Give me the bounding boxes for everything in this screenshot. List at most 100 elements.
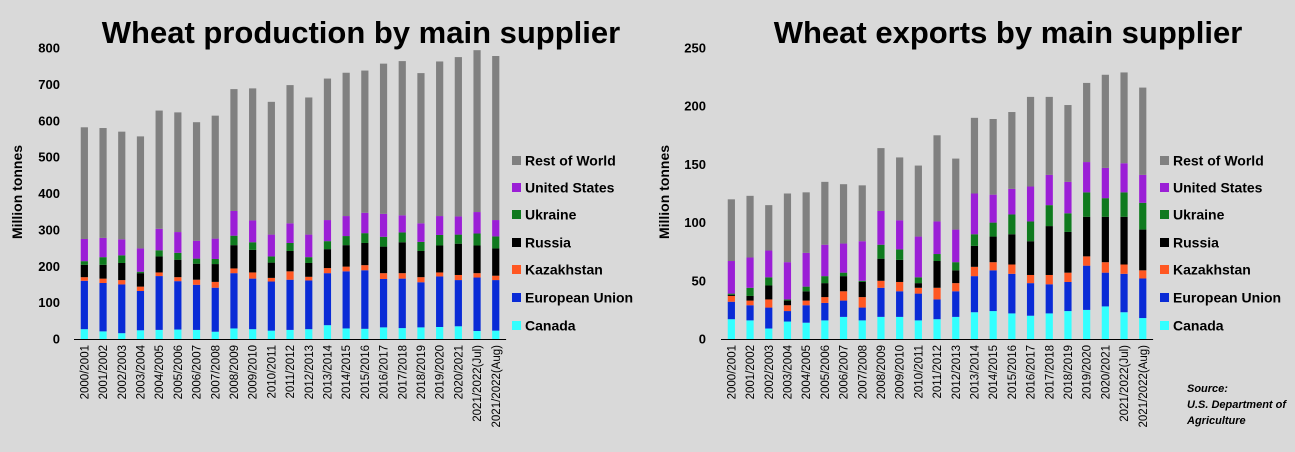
exports-bar-segment-united-states: [877, 210, 885, 245]
production-x-tick-label: 2012/2013: [304, 345, 316, 399]
production-bar-segment-canada: [267, 330, 275, 339]
production-bar-segment-russia: [211, 264, 219, 282]
exports-bar-segment-kazakhstan: [1101, 262, 1109, 273]
production-bar-segment-russia: [361, 242, 369, 266]
production-legend-swatch: [512, 183, 521, 192]
exports-bar-segment-russia: [858, 281, 866, 298]
production-bar-segment-russia: [305, 262, 313, 277]
exports-bar-segment-rest-of-world: [802, 192, 810, 253]
exports-bar-segment-rest-of-world: [1101, 74, 1109, 168]
exports-bar-segment-russia: [1083, 216, 1091, 257]
exports-bar-segment-united-states: [1101, 167, 1109, 199]
production-bar-segment-european-union: [136, 290, 145, 331]
exports-bar-segment-rest-of-world: [952, 158, 960, 230]
exports-bar-segment-kazakhstan: [1083, 256, 1091, 266]
exports-bar-segment-kazakhstan: [1026, 274, 1035, 284]
production-bar-segment-kazakhstan: [323, 268, 332, 274]
exports-bar-segment-kazakhstan: [989, 262, 997, 271]
production-x-tick-label: 2015/2016: [360, 345, 372, 399]
exports-bar-segment-russia: [1026, 241, 1035, 275]
production-bar-segment-european-union: [417, 282, 425, 328]
production-bar-segment-russia: [267, 262, 275, 278]
exports-bar-segment-united-states: [727, 261, 735, 294]
production-bar-segment-rest-of-world: [80, 127, 88, 239]
production-bar-segment-rest-of-world: [136, 136, 145, 249]
exports-bar-segment-european-union: [1120, 273, 1128, 313]
production-bar-segment-rest-of-world: [230, 89, 238, 211]
exports-bar-segment-ukraine: [933, 254, 941, 262]
exports-bar-segment-kazakhstan: [914, 287, 922, 294]
production-bar-segment-kazakhstan: [118, 280, 126, 285]
exports-bar-segment-canada: [1083, 309, 1091, 339]
exports-bar-segment-united-states: [1120, 163, 1128, 193]
production-bar-segment-european-union: [342, 271, 350, 329]
production-bar-segment-kazakhstan: [230, 268, 238, 274]
production-bar-segment-european-union: [454, 280, 462, 327]
production-bar-segment-canada: [323, 325, 332, 339]
exports-bar-segment-rest-of-world: [914, 165, 922, 237]
exports-bar-segment-russia: [933, 261, 941, 288]
exports-bar-segment-kazakhstan: [896, 281, 904, 292]
production-bar-segment-ukraine: [473, 233, 481, 246]
production-x-tick-label: 2011/2012: [285, 345, 297, 399]
exports-bar-segment-kazakhstan: [1064, 272, 1072, 282]
exports-bar-segment-russia: [839, 276, 848, 292]
production-bar-segment-canada: [230, 328, 238, 339]
production-bar-segment-european-union: [305, 280, 313, 330]
production-x-tick-label: 2020/2021: [453, 345, 465, 399]
production-bar-segment-kazakhstan: [155, 272, 163, 277]
production-legend-label: United States: [525, 180, 615, 196]
exports-bar-segment-ukraine: [858, 280, 866, 282]
production-bar-segment-european-union: [286, 279, 294, 330]
production-bar-segment-european-union: [155, 276, 163, 330]
exports-bar-segment-canada: [765, 328, 773, 339]
production-bar-segment-united-states: [174, 232, 182, 253]
exports-bar-segment-ukraine: [1139, 202, 1147, 230]
exports-legend-swatch: [1160, 210, 1169, 219]
exports-x-tick-label: 2013/2014: [970, 344, 982, 399]
production-bar-segment-united-states: [155, 228, 163, 251]
production-bar-segment-russia: [286, 250, 294, 272]
exports-bar-segment-canada: [914, 320, 922, 339]
production-bar-segment-rest-of-world: [99, 128, 107, 238]
production-bar-segment-ukraine: [80, 261, 88, 265]
production-y-axis-label: Million tonnes: [9, 145, 25, 239]
production-bar-segment-russia: [118, 262, 126, 281]
exports-bar-segment-russia: [914, 283, 922, 288]
exports-bar-segment-kazakhstan: [933, 287, 941, 300]
production-x-tick-label: 2021/2022(Jul): [472, 345, 484, 422]
production-bar-segment-kazakhstan: [361, 265, 369, 271]
exports-x-tick-label: 2017/2018: [1044, 345, 1056, 399]
production-bar-segment-canada: [305, 329, 313, 339]
exports-legend-swatch: [1160, 293, 1169, 302]
production-bar-segment-united-states: [192, 240, 201, 259]
production-bar-segment-kazakhstan: [436, 272, 444, 277]
production-bar-segment-rest-of-world: [174, 112, 182, 233]
production-x-tick-label: 2000/2001: [79, 345, 91, 399]
production-x-tick-label: 2009/2010: [248, 345, 260, 399]
production-bar-segment-united-states: [249, 220, 257, 243]
production-x-tick-label: 2014/2015: [341, 345, 353, 399]
exports-bar-segment-kazakhstan: [1120, 264, 1128, 274]
production-bar-segment-european-union: [211, 287, 219, 332]
exports-bar-segment-united-states: [802, 252, 810, 287]
exports-bar-segment-european-union: [989, 270, 997, 312]
exports-bar-segment-canada: [970, 312, 979, 339]
exports-bar-segment-european-union: [839, 300, 848, 317]
production-bar-segment-united-states: [267, 234, 275, 257]
production-x-tick-label: 2002/2003: [117, 345, 129, 399]
exports-bar-segment-russia: [970, 245, 979, 267]
exports-bar-segment-russia: [1101, 216, 1109, 263]
production-y-tick-label: 800: [38, 41, 60, 56]
exports-bar-segment-canada: [933, 319, 941, 339]
exports-bar-segment-european-union: [858, 307, 866, 321]
production-bar-segment-russia: [398, 242, 406, 274]
production-legend-label: Russia: [525, 235, 571, 251]
production-bar-segment-kazakhstan: [379, 273, 388, 279]
production-bar-segment-united-states: [99, 237, 107, 258]
production-bar-segment-ukraine: [136, 271, 145, 274]
production-bar-segment-canada: [454, 326, 462, 339]
